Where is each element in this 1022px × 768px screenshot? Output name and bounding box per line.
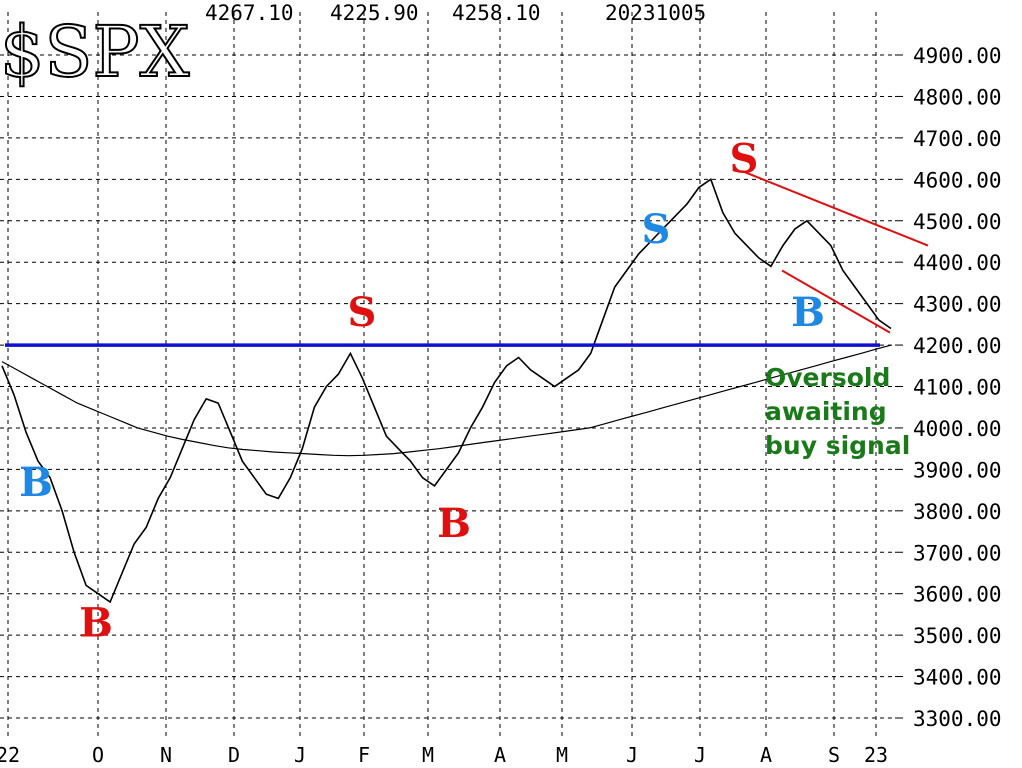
x-tick-label: M	[422, 743, 434, 767]
signal-label-b: B	[79, 600, 113, 647]
y-tick-label: 3400.00	[913, 666, 1002, 690]
y-tick-label: 3300.00	[913, 707, 1002, 731]
x-tick-label: M	[556, 743, 568, 767]
header-date: 20231005	[605, 1, 706, 25]
signal-label-s: S	[348, 289, 377, 336]
y-tick-label: 4400.00	[913, 251, 1002, 275]
x-tick-label: A	[494, 743, 506, 767]
overlay-layer: B B S B S S B	[5, 136, 929, 647]
signal-label-b: B	[437, 500, 471, 547]
note-line-3: buy signal	[765, 431, 910, 460]
trend-line-lower	[781, 269, 891, 334]
x-axis: 22 O N D J F M A M J J A S 23	[0, 743, 888, 767]
grid	[0, 12, 895, 740]
signal-label-b: B	[791, 289, 825, 336]
trend-line-upper	[741, 170, 929, 247]
y-tick-label: 4800.00	[913, 85, 1002, 109]
note-line-1: Oversold	[765, 363, 890, 392]
y-tick-label: 4700.00	[913, 127, 1002, 151]
y-tick-label: 3700.00	[913, 541, 1002, 565]
header-close: 4258.10	[452, 1, 541, 25]
y-tick-label: 4600.00	[913, 168, 1002, 192]
x-tick-label: F	[358, 743, 370, 767]
x-tick-label: J	[694, 743, 706, 767]
signal-label-s: S	[730, 136, 759, 183]
chart-title: $SPX	[0, 11, 190, 93]
x-tick-label: D	[228, 743, 240, 767]
y-tick-label: 3600.00	[913, 583, 1002, 607]
x-tick-label: 22	[0, 743, 20, 767]
note-line-2: awaiting	[765, 397, 887, 426]
y-tick-label: 4300.00	[913, 293, 1002, 317]
series-layer	[1, 178, 892, 604]
y-tick-label: 4200.00	[913, 334, 1002, 358]
x-tick-label: 23	[864, 743, 888, 767]
x-tick-label: N	[160, 743, 172, 767]
x-tick-label: O	[92, 743, 104, 767]
y-tick-label: 3800.00	[913, 500, 1002, 524]
y-tick-label: 3900.00	[913, 458, 1002, 482]
header-high: 4267.10	[205, 1, 294, 25]
x-tick-label: A	[760, 743, 772, 767]
signal-label-s: S	[642, 206, 671, 253]
y-tick-label: 4500.00	[913, 210, 1002, 234]
y-tick-label: 4900.00	[913, 44, 1002, 68]
header-low: 4225.90	[330, 1, 419, 25]
price-series-line	[1, 178, 892, 604]
y-axis: 4900.00 4800.00 4700.00 4600.00 4500.00 4400.…	[895, 44, 1002, 731]
moving-average-line	[1, 344, 892, 457]
x-tick-label: S	[828, 743, 840, 767]
y-tick-label: 4100.00	[913, 376, 1002, 400]
y-tick-label: 4000.00	[913, 417, 1002, 441]
x-tick-label: J	[626, 743, 638, 767]
x-tick-label: J	[294, 743, 306, 767]
y-tick-label: 3500.00	[913, 624, 1002, 648]
signal-label-b: B	[19, 459, 53, 506]
